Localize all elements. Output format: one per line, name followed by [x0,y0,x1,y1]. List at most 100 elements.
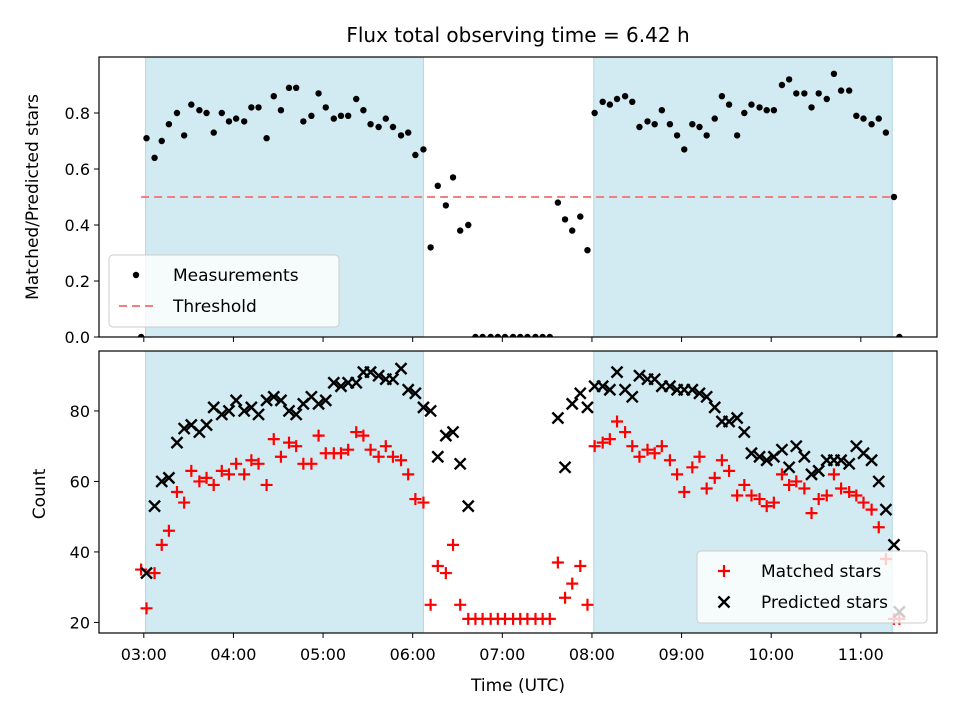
top-measurements-point [151,154,158,161]
bottom-x-tick-label: 06:00 [390,645,436,664]
top-measurements-point [718,93,726,100]
bottom-matched-stars-point [574,560,587,573]
top-measurements-point [434,182,441,189]
bottom-x-tick-label: 10:00 [748,645,794,664]
bottom-matched-stars-point [865,503,878,516]
bottom-matched-stars-point [439,567,452,580]
bottom-predicted-stars-point [386,372,400,386]
top-measurements-point [785,76,793,83]
bottom-predicted-stars-point [394,362,408,375]
top-measurements-point [330,115,338,122]
bottom-matched-stars-point [222,468,235,481]
bottom-legend-predicted-stars-swatch [717,595,731,609]
bottom-predicted-stars-point [812,464,826,478]
bottom-predicted-stars-point [685,383,699,397]
figure-title: Flux total observing time = 6.42 h [346,23,689,47]
bottom-predicted-stars-point [722,415,736,428]
top-measurements-point [405,129,412,136]
bottom-matched-stars-point [305,457,318,470]
top-measurements-point [860,115,867,122]
top-measurements-point [137,333,145,337]
top-measurements-point [196,107,203,114]
top-measurements-point [322,104,329,111]
bottom-matched-stars-point [230,457,243,470]
bottom-predicted-stars-point [431,450,445,464]
bottom-matched-stars-point [767,496,780,509]
bottom-matched-stars-point [655,440,668,453]
top-measurements-point [651,121,658,128]
bottom-matched-stars-point [312,429,325,442]
top-measurements-point [412,151,419,159]
bottom-predicted-stars-point [872,475,886,488]
bottom-predicted-stars-point [148,499,161,513]
bottom-predicted-stars-point [730,411,744,425]
bottom-matched-stars-point [715,454,728,467]
top-measurements-point [472,333,479,337]
bottom-matched-stars-point [619,426,632,439]
bottom-predicted-stars-point [551,411,565,425]
top-measurements-point [629,98,636,106]
bottom-matched-stars-point [760,500,773,513]
bottom-matched-stars-point [790,475,803,488]
bottom-plot-area [135,362,906,625]
bottom-matched-stars-point [783,478,796,491]
top-measurements-point [890,193,898,201]
bottom-predicted-stars-point [753,450,766,464]
bottom-matched-stars-point [872,521,885,534]
bottom-predicted-stars-point [424,404,437,418]
bottom-matched-stars-point [543,612,556,625]
bottom-matched-stars-point [745,489,758,502]
bottom-predicted-stars-point [282,404,296,418]
bottom-predicted-stars-point [782,460,796,474]
bottom-x-tick-label: 11:00 [838,645,884,664]
top-measurements-point [554,199,562,206]
bottom-predicted-stars-point [289,408,303,421]
bottom-matched-stars-point [723,464,736,477]
top-measurements-point [673,132,681,139]
top-measurements-point [397,132,405,139]
top-measurements-point [456,227,464,234]
bottom-matched-stars-point [431,560,444,573]
bottom-predicted-stars-point [222,404,236,418]
bottom-legend-matched-stars-swatch [718,565,730,577]
bottom-matched-stars-point [238,468,251,481]
top-measurements-point [725,101,733,108]
bottom-predicted-stars-point [334,379,348,393]
top-measurements-point [666,121,674,128]
top-measurements-point [494,333,502,337]
bottom-matched-stars-point [424,598,437,611]
bottom-x-tick-label: 03:00 [121,645,167,664]
bottom-matched-stars-point [559,591,572,604]
bottom-matched-stars-point [402,468,415,481]
bottom-predicted-stars-point [372,369,385,383]
bottom-predicted-stars-point [409,386,422,400]
bottom-matched-stars-point [207,478,220,491]
bottom-legend-matched-stars-label: Matched stars [761,562,881,582]
bottom-predicted-stars-point [798,450,811,464]
bottom-matched-stars-point [200,471,213,484]
bottom-predicted-stars-point [319,394,333,407]
top-measurements-point [561,216,569,223]
bottom-matched-stars-point [135,563,148,576]
bottom-predicted-stars-point [565,397,579,411]
top-measurements-point [896,333,903,337]
top-measurements-point [577,213,584,220]
top-measurements-point [853,112,860,120]
top-measurements-point [143,135,150,142]
top-measurements-point [173,109,181,117]
bottom-predicted-stars-point [446,425,460,439]
bottom-predicted-stars-point [327,376,341,390]
top-measurements-point [270,93,277,100]
bottom-predicted-stars-point [260,394,273,407]
top-measurements-point [300,118,307,125]
top-measurements-point [158,137,165,145]
top-measurements-point [681,146,688,153]
bottom-matched-stars-point [245,454,258,467]
top-measurements-point [367,121,374,128]
bottom-matched-stars-point [805,507,818,520]
bottom-matched-stars-point [417,496,430,509]
bottom-predicted-stars-point [879,503,893,516]
top-measurements-point [875,115,882,122]
bottom-matched-stars-point [148,567,161,580]
